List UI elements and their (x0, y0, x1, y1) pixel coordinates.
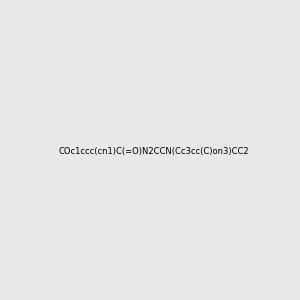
Text: COc1ccc(cn1)C(=O)N2CCN(Cc3cc(C)on3)CC2: COc1ccc(cn1)C(=O)N2CCN(Cc3cc(C)on3)CC2 (58, 147, 249, 156)
